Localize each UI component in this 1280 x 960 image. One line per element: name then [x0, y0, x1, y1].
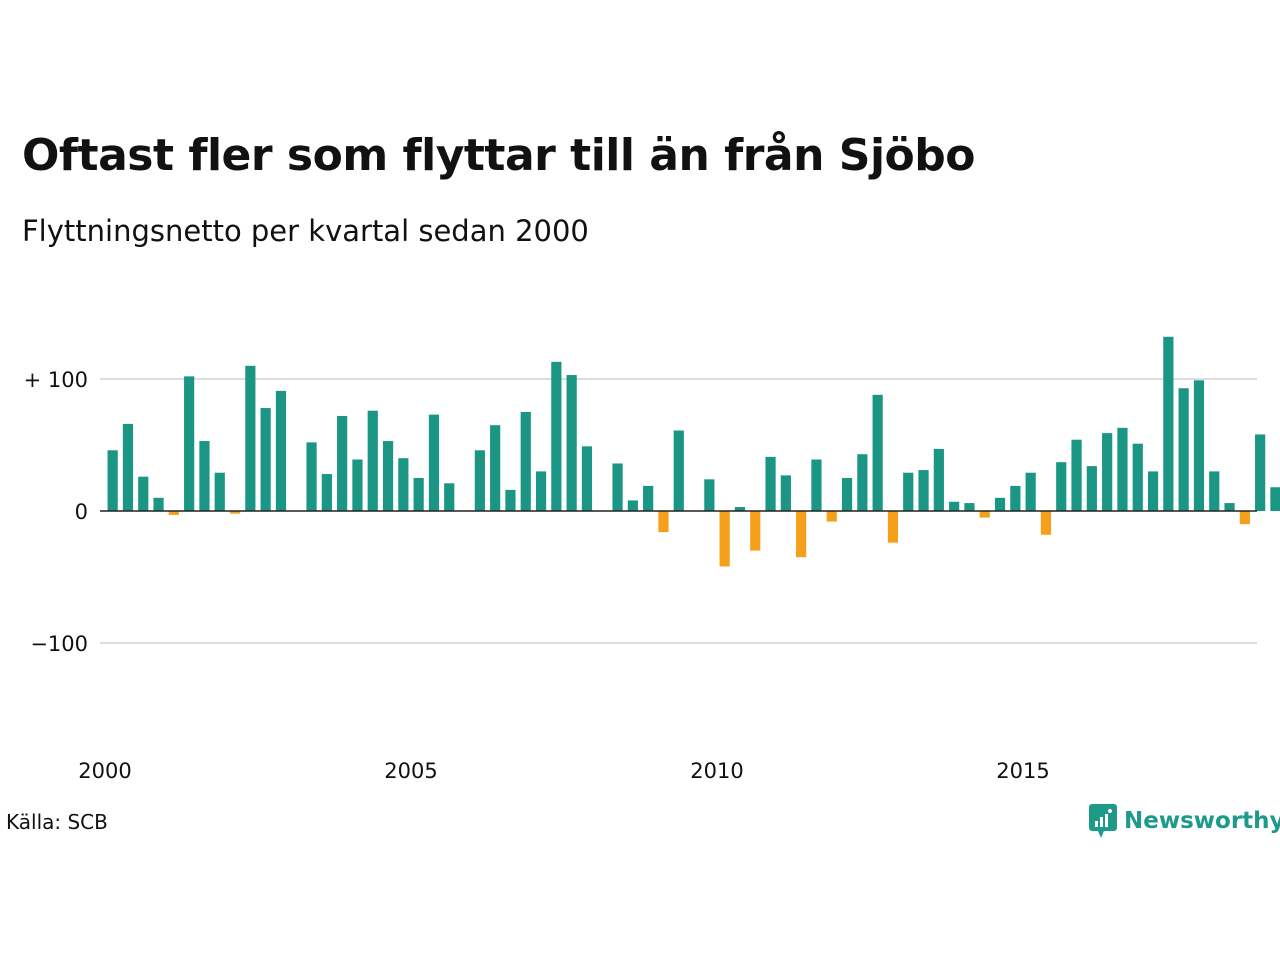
bar: [184, 376, 195, 511]
bar: [1255, 434, 1266, 511]
chart-title: Oftast fler som flyttar till än från Sjö…: [22, 130, 976, 181]
bar: [857, 454, 868, 511]
bar: [765, 456, 776, 511]
bar: [153, 497, 164, 511]
bar: [352, 459, 363, 511]
bar: [949, 501, 960, 511]
bar: [750, 511, 761, 551]
bar: [214, 472, 225, 511]
bar: [1132, 443, 1143, 511]
bar: [627, 500, 638, 511]
bar: [321, 474, 332, 511]
brand-name: Newsworthy: [1124, 808, 1280, 834]
bar: [964, 503, 975, 511]
y-tick-label: + 100: [24, 368, 88, 392]
bar: [1224, 503, 1235, 511]
bar: [444, 483, 455, 511]
bar: [1270, 487, 1280, 511]
x-tick-label: 2005: [384, 759, 437, 783]
bar: [1117, 427, 1128, 511]
bar: [1025, 472, 1036, 511]
bar: [1056, 462, 1067, 511]
bar: [658, 511, 669, 533]
bar: [245, 365, 256, 511]
bar: [535, 471, 547, 511]
x-tick-label: 2010: [690, 759, 743, 783]
bar: [566, 375, 577, 511]
bar: [275, 390, 287, 511]
bar: [551, 361, 562, 511]
bar: [918, 470, 929, 511]
bar: [1147, 471, 1159, 511]
bar: [994, 497, 1006, 511]
source-note: Källa: SCB: [6, 810, 108, 834]
grid-lines: [100, 378, 1257, 644]
bar: [306, 442, 317, 511]
bar: [1178, 388, 1189, 511]
bar: [933, 448, 944, 511]
bar: [107, 450, 118, 511]
bar: [704, 479, 715, 511]
bar: [887, 511, 899, 543]
bar: [796, 511, 807, 558]
bar: [520, 412, 531, 511]
x-tick-label: 2015: [996, 759, 1049, 783]
bar: [903, 472, 914, 511]
bar: [505, 489, 516, 511]
bar: [826, 511, 837, 522]
bar: [413, 478, 424, 511]
bar: [780, 475, 791, 511]
bar: [612, 463, 623, 511]
bar: [1040, 511, 1052, 535]
bar: [1071, 439, 1082, 511]
bar: [1102, 433, 1113, 511]
bar: [872, 394, 883, 511]
bar: [474, 450, 485, 511]
y-tick-label: −100: [30, 632, 88, 656]
bar: [719, 511, 730, 567]
y-tick-label: 0: [75, 500, 88, 524]
bar: [199, 441, 210, 511]
bar: [122, 423, 134, 511]
x-tick-label: 2000: [78, 759, 131, 783]
bar: [428, 414, 440, 511]
newsworthy-logo-icon: [1089, 804, 1117, 838]
bar: [841, 478, 853, 511]
bar: [490, 425, 501, 511]
bar: [229, 511, 241, 514]
bar: [979, 511, 990, 518]
bar: [1193, 380, 1205, 511]
chart-subtitle: Flyttningsnetto per kvartal sedan 2000: [22, 214, 589, 248]
bar: [138, 476, 149, 511]
bar: [581, 446, 593, 511]
bar: [643, 485, 654, 511]
bar: [1239, 511, 1250, 525]
bar: [260, 408, 271, 511]
bar: [1209, 471, 1220, 511]
bar: [673, 430, 684, 511]
bars: [107, 336, 1280, 567]
bar: [811, 459, 822, 511]
bar: [367, 410, 378, 511]
bar: [1086, 466, 1097, 511]
bar: [168, 511, 179, 515]
bar: [1010, 485, 1021, 511]
brand-logo[interactable]: Newsworthy: [1088, 803, 1280, 839]
bar: [337, 415, 348, 511]
bar: [734, 507, 746, 511]
bar: [1163, 336, 1174, 511]
bar: [382, 441, 394, 511]
bar: [398, 458, 409, 511]
